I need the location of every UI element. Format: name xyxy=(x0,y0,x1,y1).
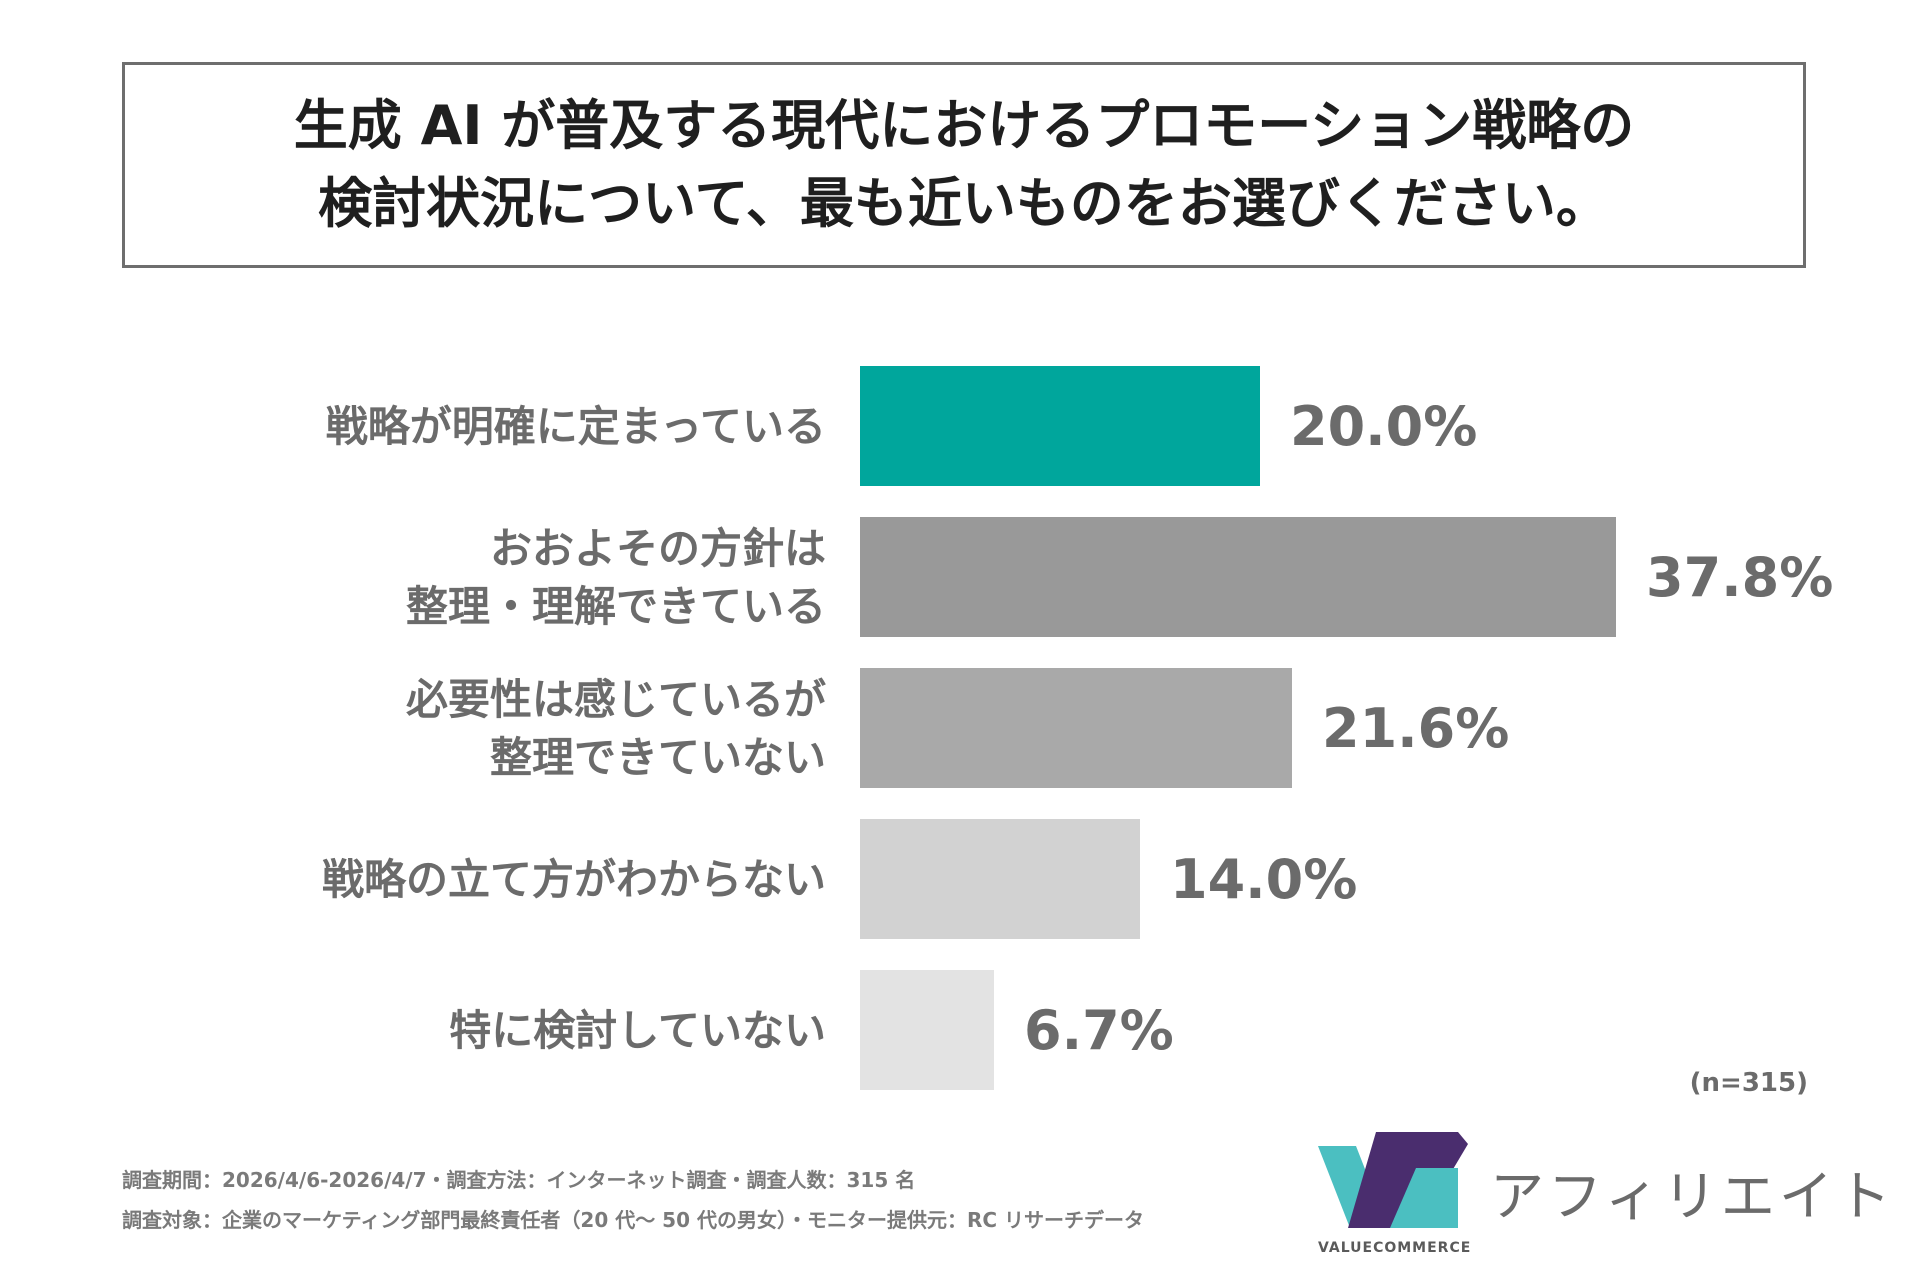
valuecommerce-logo-mark xyxy=(1318,1132,1468,1228)
chart-title-line-2: 検討状況について、最も近いものをお選びください。 xyxy=(318,172,1610,235)
bar-chart: 20.0% 戦略が明確に定まっている 37.8% おおよその方針は整理・理解できている… xyxy=(322,366,1833,1090)
chart-title-line-1: 生成 AI が普及する現代におけるプロモーション戦略の xyxy=(293,94,1635,157)
bar-4 xyxy=(860,970,994,1090)
category-label-4: 特に検討していない xyxy=(449,1006,826,1055)
category-label-1-line-1: 整理・理解できている xyxy=(406,582,826,631)
survey-period-note: 調査期間：2026/4/6-2026/4/7・調査方法：インターネット調査・調査… xyxy=(122,1168,916,1192)
survey-target-note: 調査対象：企業のマーケティング部門最終責任者（20 代～ 50 代の男女）・モニ… xyxy=(122,1208,1144,1232)
sample-size: (n=315) xyxy=(1689,1068,1808,1098)
bar-1 xyxy=(860,517,1616,637)
category-label-3: 戦略の立て方がわからない xyxy=(322,855,826,904)
bar-3 xyxy=(860,819,1140,939)
value-label-0: 20.0% xyxy=(1290,395,1477,458)
valuecommerce-logo: VALUECOMMERCE アフィリエイト xyxy=(1318,1132,1891,1262)
brand-name: VALUECOMMERCE xyxy=(1318,1240,1472,1256)
title-box: 生成 AI が普及する現代におけるプロモーション戦略の 検討状況について、最も近… xyxy=(122,62,1806,268)
category-label-2-line-0: 必要性は感じているが xyxy=(406,675,826,724)
bar-2 xyxy=(860,668,1292,788)
value-label-1: 37.8% xyxy=(1646,546,1833,609)
value-label-2: 21.6% xyxy=(1322,697,1509,760)
category-label-1-line-0: おおよその方針は xyxy=(490,524,826,573)
category-label-0: 戦略が明確に定まっている xyxy=(326,402,826,451)
value-label-4: 6.7% xyxy=(1024,999,1174,1062)
category-label-2-line-1: 整理できていない xyxy=(490,733,826,782)
value-label-3: 14.0% xyxy=(1170,848,1357,911)
bar-0 xyxy=(860,366,1260,486)
logo-text: アフィリエイト xyxy=(1490,1165,1895,1228)
